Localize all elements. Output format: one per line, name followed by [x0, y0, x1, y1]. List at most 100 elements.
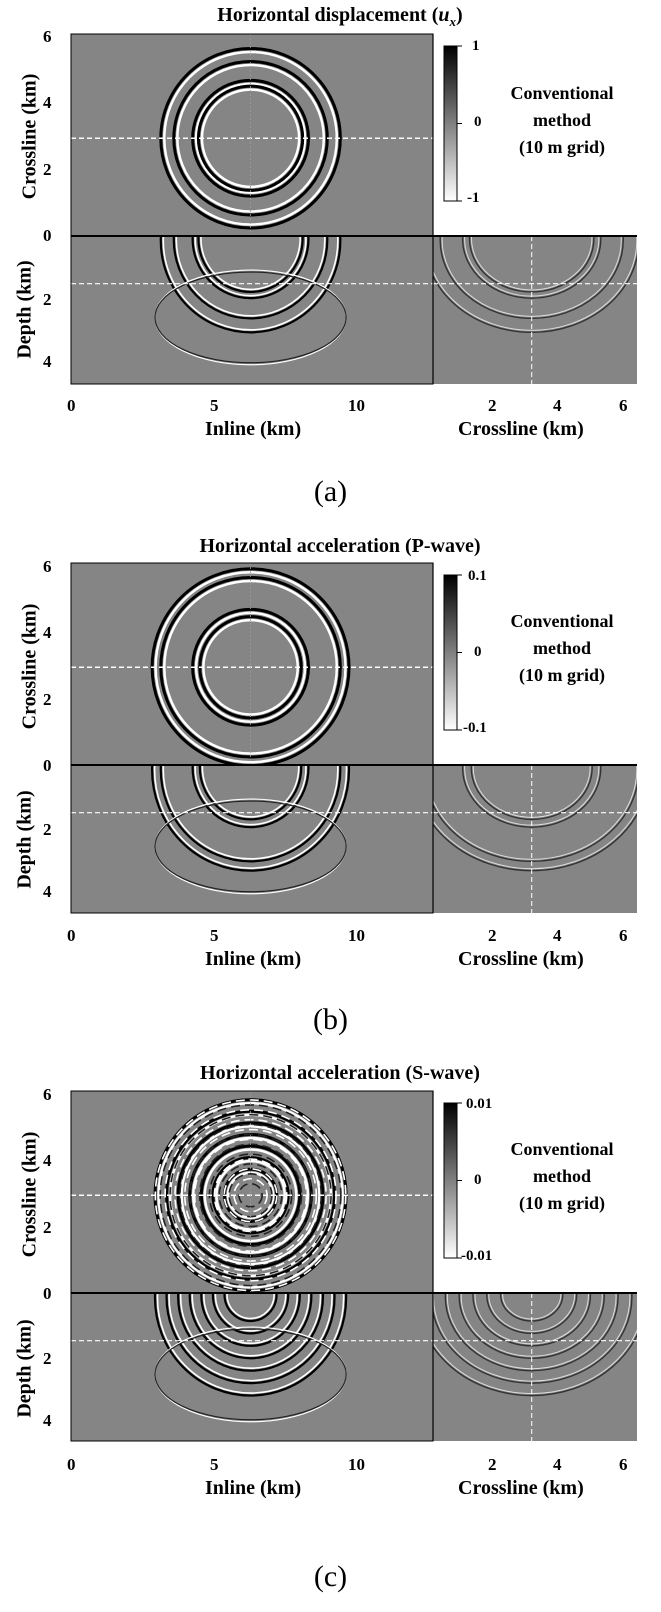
- panel-b-cbar-tick-max: 0.1: [468, 568, 487, 584]
- panel-c-ctick-4: 4: [553, 1455, 562, 1474]
- panel-b-dtick-4: 4: [43, 882, 52, 901]
- section-arc-light: [194, 236, 307, 297]
- section-arc-dark: [188, 1293, 313, 1360]
- panel-c-ytick-4: 4: [43, 1151, 52, 1170]
- section-arc-light: [433, 809, 637, 870]
- section-arc-dark: [461, 765, 602, 828]
- section-arc-dark: [191, 236, 310, 300]
- panel-c-xtick-0: 0: [67, 1455, 76, 1474]
- panel-a-xtick-5: 5: [210, 396, 219, 415]
- panel-c-xtick-10: 10: [348, 1455, 365, 1474]
- panel-b-xlabel-crossline: Crossline (km): [458, 948, 584, 970]
- panel-c-cbar-tick-max: 0.01: [466, 1096, 493, 1112]
- panel-a-xlabel-inline: Inline (km): [205, 418, 302, 440]
- section-arc-dark: [159, 765, 342, 863]
- panel-b-dtick-2: 2: [43, 820, 52, 839]
- panel-a-xtick-0: 0: [67, 396, 76, 415]
- panel-c-legend: Conventional method (10 m grid): [487, 1136, 637, 1217]
- legend-line-3: (10 m grid): [519, 137, 605, 157]
- panel-c-images: [70, 1090, 637, 1442]
- panel-c-ytick-2: 2: [43, 1218, 52, 1237]
- map-view-background: [71, 34, 433, 236]
- section-arc-light: [156, 1293, 345, 1394]
- panel-b-xlabel-inline: Inline (km): [205, 948, 302, 970]
- legend-line-3: (10 m grid): [519, 665, 605, 685]
- section-arc-light: [226, 1293, 275, 1320]
- section-arc-light: [194, 765, 307, 826]
- panel-b-images: [70, 562, 637, 914]
- reflection-ellipse: [154, 800, 347, 893]
- panel-c-cbar-tick-min: -0.01: [461, 1248, 493, 1264]
- panel-a-images: [70, 33, 637, 385]
- section-arc-light: [460, 1293, 603, 1357]
- inline-section-background: [71, 1293, 433, 1441]
- section-arc-dark: [159, 236, 342, 334]
- panel-a-ytick-6: 6: [43, 27, 52, 46]
- panel-b-caption: (b): [313, 1003, 348, 1036]
- plot-frame: [70, 33, 434, 385]
- panel-c-caption: (c): [313, 1560, 348, 1593]
- section-arc-dark: [172, 236, 329, 320]
- legend-line-2: method: [533, 638, 591, 658]
- panel-a-cbar-tick-min: -1: [467, 190, 480, 206]
- legend-line-1: Conventional: [510, 611, 614, 631]
- legend-line-1: Conventional: [510, 83, 614, 103]
- section-arc-dark: [461, 236, 602, 299]
- section-arc-dark: [433, 1333, 637, 1397]
- inline-section-wavefronts: [153, 1293, 348, 1423]
- noise-ring: [238, 1182, 263, 1208]
- panel-b-cbar-tick-min: -0.1: [463, 720, 487, 736]
- legend-line-2: method: [533, 1166, 591, 1186]
- panel-c-xtick-5: 5: [210, 1455, 219, 1474]
- section-arc-dark: [197, 236, 304, 294]
- crossline-section-background: [433, 1293, 637, 1441]
- section-arc-dark: [223, 1293, 278, 1323]
- panel-c-ytick-6: 6: [43, 1085, 52, 1104]
- section-arc-light: [179, 1293, 322, 1369]
- colorbar: [443, 45, 458, 202]
- panel-c-ctick-6: 6: [619, 1455, 628, 1474]
- section-arc-light: [433, 765, 637, 860]
- section-arc-dark: [198, 765, 303, 821]
- plot-frame: [70, 1090, 434, 1442]
- panel-b-ytick-4: 4: [43, 623, 52, 642]
- section-arc-light: [175, 236, 326, 317]
- panel-b-xtick-5: 5: [210, 926, 219, 945]
- section-arc-light: [191, 1293, 310, 1357]
- panel-a-caption: (a): [313, 475, 348, 508]
- inline-section-wavefronts: [151, 765, 351, 895]
- section-arc-dark: [470, 765, 593, 821]
- section-arc-dark: [211, 1293, 290, 1335]
- panel-a-ctick-2: 2: [488, 396, 497, 415]
- panel-b-ytick-0: 0: [43, 756, 52, 775]
- section-arc-dark: [200, 1293, 301, 1347]
- section-arc-light: [433, 236, 637, 331]
- legend-line-1: Conventional: [510, 1139, 614, 1159]
- section-arc-dark: [191, 765, 310, 829]
- panel-b-ytick-2: 2: [43, 690, 52, 709]
- section-arc-light: [203, 1293, 299, 1345]
- legend-line-2: method: [533, 110, 591, 130]
- crossline-section-wavefronts: [433, 236, 637, 334]
- section-arc-dark: [444, 1293, 619, 1372]
- panel-b-ctick-2: 2: [488, 926, 497, 945]
- plot-frame: [70, 562, 434, 914]
- panel-b-ctick-4: 4: [553, 926, 562, 945]
- panel-c-cbar-tick-zero: 0: [474, 1172, 482, 1188]
- panel-c-ytick-0: 0: [43, 1284, 52, 1303]
- section-arc-light: [200, 236, 301, 291]
- legend-line-3: (10 m grid): [519, 1193, 605, 1213]
- section-arc-dark: [177, 1293, 325, 1372]
- panel-a-ctick-4: 4: [553, 396, 562, 415]
- section-arc-dark: [165, 1293, 336, 1385]
- section-arc-light: [162, 236, 339, 331]
- panel-a-dtick-4: 4: [43, 352, 52, 371]
- panel-c-title: Horizontal acceleration (S-wave): [200, 1062, 480, 1084]
- panel-a-ytick-4: 4: [43, 93, 52, 112]
- section-arc-light: [214, 1293, 287, 1332]
- panel-c-xlabel-crossline: Crossline (km): [458, 1477, 584, 1499]
- inline-section-background: [71, 765, 433, 913]
- section-arc-light: [488, 1293, 576, 1332]
- panel-a-cbar-tick-max: 1: [472, 38, 480, 54]
- section-arc-dark: [151, 765, 351, 872]
